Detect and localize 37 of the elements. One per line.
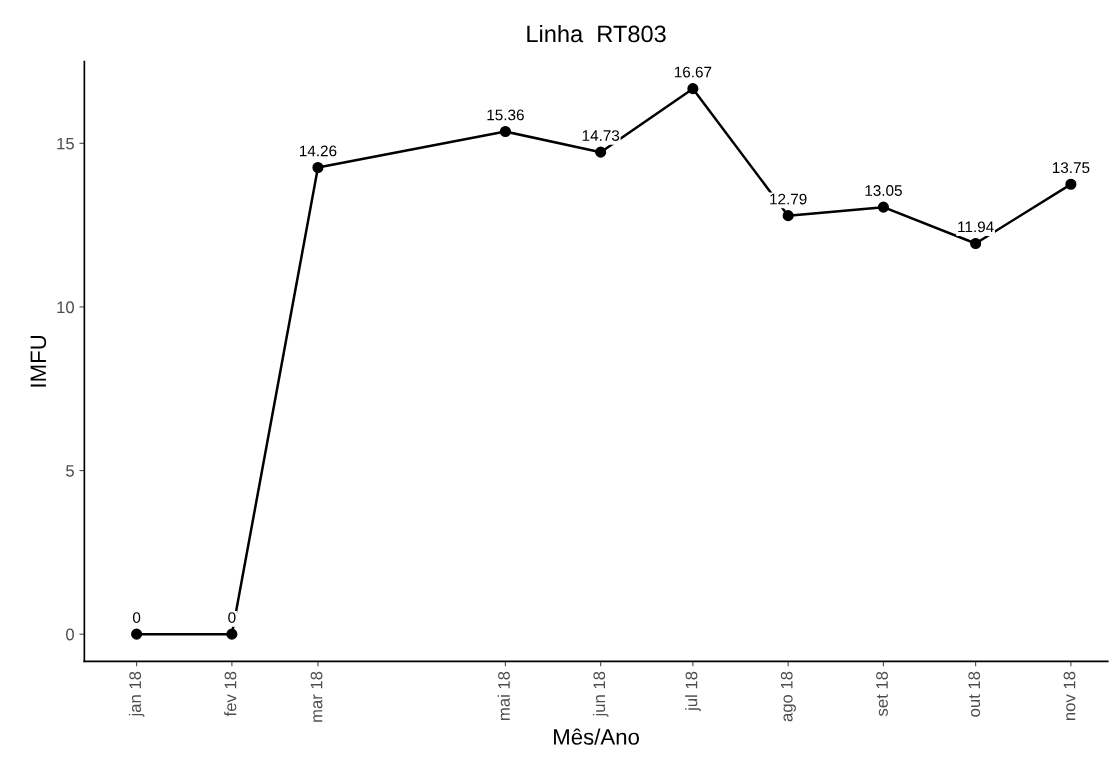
data-label: 0	[132, 612, 141, 623]
data-label: 15.36	[487, 109, 524, 121]
point	[595, 146, 607, 158]
data-label: 16.67	[674, 66, 712, 78]
point	[970, 237, 982, 250]
point	[877, 201, 889, 213]
point	[226, 628, 238, 640]
x-tick-label: fev 18	[224, 671, 237, 717]
data-label: 0	[228, 612, 236, 623]
x-tick-label: jun 18	[592, 671, 609, 717]
data-label: 13.75	[1052, 162, 1090, 174]
point	[312, 161, 324, 174]
y-tick-label: 10	[57, 301, 74, 314]
x-tick-label: set 18	[876, 671, 888, 716]
point	[499, 125, 511, 138]
y-axis-title: IMFU	[30, 335, 47, 387]
point	[687, 83, 699, 95]
x-axis-title: Mês/Ano	[554, 728, 639, 745]
data-label: 14.73	[582, 130, 620, 141]
x-tick-label: jul 18	[685, 671, 701, 712]
x-tick-label: ago 18	[780, 671, 796, 722]
data-label: 13.05	[865, 185, 902, 196]
point	[131, 628, 143, 640]
x-tick-label: nov 18	[1063, 671, 1076, 720]
y-tick-label: 5	[66, 465, 74, 477]
x-tick-label: mar 18	[310, 671, 323, 722]
y-tick-label: 15	[57, 137, 74, 150]
data-label: 14.26	[299, 145, 337, 157]
point	[1065, 178, 1077, 190]
point	[782, 210, 794, 222]
x-tick-label: jan 18	[128, 671, 145, 717]
data-label: 11.94	[958, 221, 994, 233]
data-label: 12.79	[770, 193, 807, 205]
x-tick-label: mai 18	[497, 671, 510, 720]
x-tick-label: out 18	[968, 671, 981, 717]
chart-title: Linha RT803	[527, 24, 666, 43]
y-tick-label: 0	[66, 628, 74, 641]
